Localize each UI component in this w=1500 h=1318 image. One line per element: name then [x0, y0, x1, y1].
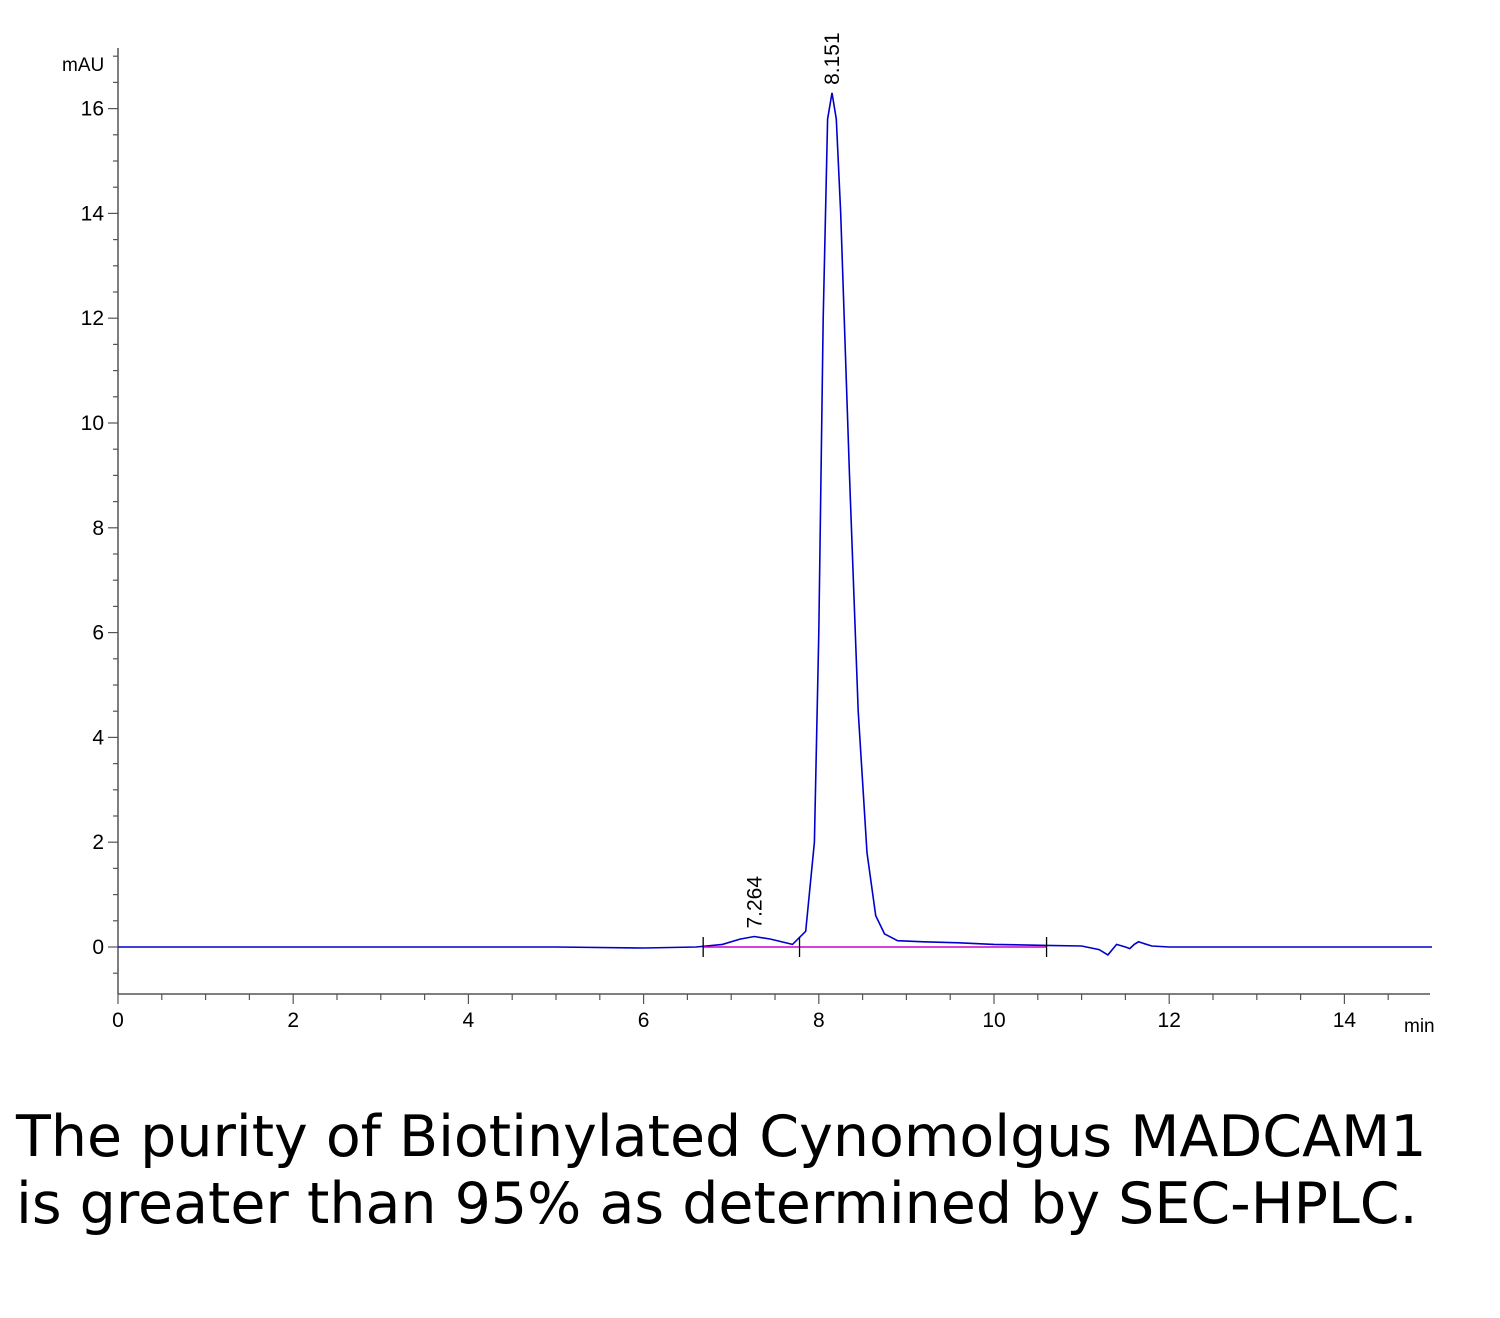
- peak-label: 8.151: [821, 32, 844, 85]
- y-tick-label: 14: [81, 202, 105, 225]
- x-tick-label: 14: [1333, 1009, 1357, 1032]
- y-tick-label: 6: [92, 622, 104, 645]
- chart-axes: 0 2 4 6 8 10 12 14 16 0 2 4 6 8 10 12 14: [81, 48, 1430, 1032]
- y-tick-label: 8: [92, 517, 104, 540]
- y-tick-label: 12: [81, 307, 104, 330]
- x-tick-label: 8: [813, 1009, 825, 1032]
- x-axis-unit-label: min: [1404, 1016, 1435, 1037]
- y-tick-label: 4: [92, 726, 104, 749]
- x-tick-label: 4: [463, 1009, 475, 1032]
- peak-label: 7.264: [743, 876, 766, 929]
- signal-trace: [118, 92, 1432, 956]
- x-tick-label: 10: [982, 1009, 1005, 1032]
- x-tick-label: 12: [1158, 1009, 1181, 1032]
- x-tick-label: 6: [638, 1009, 650, 1032]
- y-tick-label: 16: [81, 98, 104, 121]
- plot-area: 7.264 8.151: [118, 32, 1432, 957]
- y-tick-label: 0: [92, 936, 104, 959]
- x-tick-label: 2: [287, 1009, 299, 1032]
- figure-caption: The purity of Biotinylated Cynomolgus MA…: [16, 1104, 1427, 1237]
- x-tick-label: 0: [112, 1009, 124, 1032]
- y-axis-unit-label: mAU: [62, 55, 104, 76]
- y-tick-label: 2: [92, 831, 104, 854]
- y-tick-label: 10: [81, 412, 104, 435]
